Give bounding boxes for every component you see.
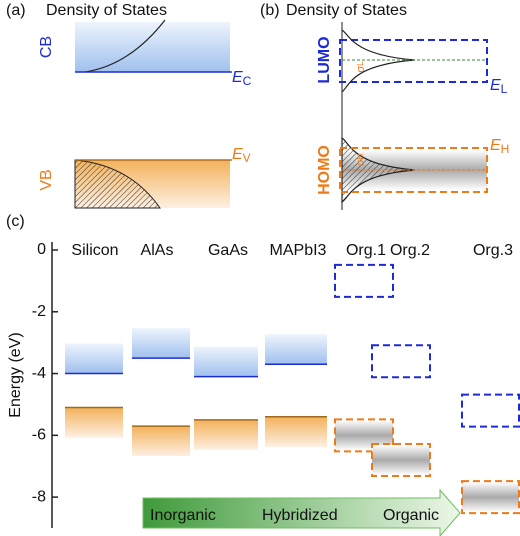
dos-curve — [74, 159, 161, 209]
vb-gradient — [65, 407, 123, 438]
subscript: C — [243, 74, 252, 88]
category-label: Org.2 — [390, 242, 430, 259]
arrow-label: Organic — [383, 507, 439, 524]
lumo-box — [371, 344, 431, 379]
symbol: E — [232, 146, 243, 163]
subscript: H — [356, 153, 365, 159]
homo-box — [339, 147, 488, 193]
symbol: E — [490, 137, 501, 154]
category-label: Silicon — [71, 242, 118, 259]
cb-gradient — [132, 328, 190, 359]
homo-box — [334, 418, 394, 453]
panel-label: (b) — [260, 2, 280, 19]
el-symbol: EL — [490, 77, 508, 96]
subscript: V — [243, 151, 251, 165]
vb-gradient — [194, 419, 258, 450]
subscript: L — [501, 82, 508, 96]
cb-label: CB — [38, 36, 55, 58]
y-tick-label: -6 — [32, 427, 46, 444]
category-label: MAPbI3 — [270, 242, 327, 259]
sigma-h: σH — [355, 153, 367, 166]
homo-label: HOMO — [316, 145, 333, 195]
symbol: σ — [355, 159, 367, 166]
y-axis-label: Energy (eV) — [7, 332, 24, 417]
category-label: GaAs — [208, 242, 248, 259]
lumo-box — [461, 393, 520, 428]
cb-gradient — [265, 334, 327, 365]
panel-title: Density of States — [46, 2, 167, 19]
lumo-box — [334, 263, 394, 298]
vb-gradient — [132, 426, 190, 457]
cb-gradient — [65, 343, 123, 374]
category-label: AlAs — [141, 242, 174, 259]
dos-curve — [84, 19, 166, 73]
y-tick-label: -2 — [32, 303, 46, 320]
ev-symbol: EV — [232, 146, 251, 165]
cb-region — [75, 22, 230, 72]
category-label: Org.3 — [473, 242, 513, 259]
lumo-label: LUMO — [316, 36, 333, 83]
panel-title: Density of States — [286, 2, 407, 19]
homo-band — [372, 445, 430, 476]
category-label: Org.1 — [346, 242, 386, 259]
panel-label: (a) — [6, 2, 26, 19]
symbol: σ — [355, 66, 367, 73]
arrow-label: Inorganic — [150, 507, 216, 524]
eh-symbol: EH — [490, 137, 509, 156]
lumo-box — [339, 39, 488, 83]
panel-label: (c) — [6, 213, 25, 230]
sigma-l: σL — [355, 61, 367, 73]
symbol: E — [232, 69, 243, 86]
subscript: H — [501, 142, 510, 156]
y-tick-label: -4 — [32, 365, 46, 382]
cb-gradient — [194, 346, 258, 377]
arrow-label: Hybridized — [262, 507, 338, 524]
y-tick-label: -8 — [32, 488, 46, 505]
homo-box — [371, 443, 431, 478]
homo-band — [462, 482, 519, 513]
ec-symbol: EC — [232, 69, 252, 88]
vb-gradient — [265, 416, 327, 447]
arrow — [142, 488, 461, 536]
y-tick-label: 0 — [37, 241, 46, 258]
subscript: L — [356, 61, 365, 66]
homo-box — [461, 480, 520, 515]
symbol: E — [490, 77, 501, 94]
vb-label: VB — [38, 169, 55, 190]
